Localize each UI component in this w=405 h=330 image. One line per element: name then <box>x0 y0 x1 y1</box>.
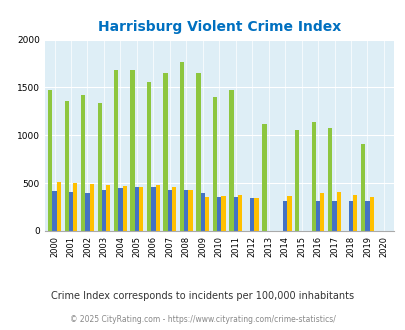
Bar <box>217 197 221 231</box>
Bar <box>212 97 217 231</box>
Bar <box>64 101 69 231</box>
Bar <box>262 124 266 231</box>
Bar <box>233 197 237 231</box>
Bar <box>130 70 134 231</box>
Bar <box>172 187 176 231</box>
Bar <box>163 73 167 231</box>
Bar <box>139 187 143 231</box>
Bar <box>311 122 315 231</box>
Bar <box>85 193 90 231</box>
Bar <box>352 195 356 231</box>
Bar <box>69 192 73 231</box>
Bar <box>73 183 77 231</box>
Title: Harrisburg Violent Crime Index: Harrisburg Violent Crime Index <box>97 20 340 34</box>
Bar <box>249 197 254 231</box>
Bar <box>229 90 233 231</box>
Bar <box>57 182 61 231</box>
Bar <box>320 193 324 231</box>
Bar <box>97 103 102 231</box>
Bar <box>167 190 172 231</box>
Bar <box>102 190 106 231</box>
Bar <box>360 144 364 231</box>
Bar <box>106 185 110 231</box>
Bar <box>336 192 340 231</box>
Bar <box>327 128 332 231</box>
Bar <box>122 186 126 231</box>
Bar <box>196 73 200 231</box>
Bar <box>200 193 205 231</box>
Bar <box>332 201 336 231</box>
Bar <box>52 191 57 231</box>
Bar <box>237 195 241 231</box>
Bar <box>315 201 320 231</box>
Bar <box>151 187 155 231</box>
Bar <box>348 201 352 231</box>
Bar <box>134 187 139 231</box>
Bar <box>282 201 287 231</box>
Bar <box>184 190 188 231</box>
Bar <box>114 70 118 231</box>
Bar <box>81 95 85 231</box>
Bar <box>155 185 160 231</box>
Bar <box>254 197 258 231</box>
Bar <box>48 90 52 231</box>
Bar <box>294 130 299 231</box>
Bar <box>90 184 94 231</box>
Text: © 2025 CityRating.com - https://www.cityrating.com/crime-statistics/: © 2025 CityRating.com - https://www.city… <box>70 315 335 324</box>
Bar <box>147 82 151 231</box>
Bar <box>287 196 291 231</box>
Bar <box>364 201 369 231</box>
Bar <box>369 197 373 231</box>
Bar <box>221 196 225 231</box>
Bar <box>179 62 184 231</box>
Bar <box>118 188 122 231</box>
Bar <box>205 197 209 231</box>
Text: Crime Index corresponds to incidents per 100,000 inhabitants: Crime Index corresponds to incidents per… <box>51 291 354 301</box>
Bar <box>188 190 192 231</box>
